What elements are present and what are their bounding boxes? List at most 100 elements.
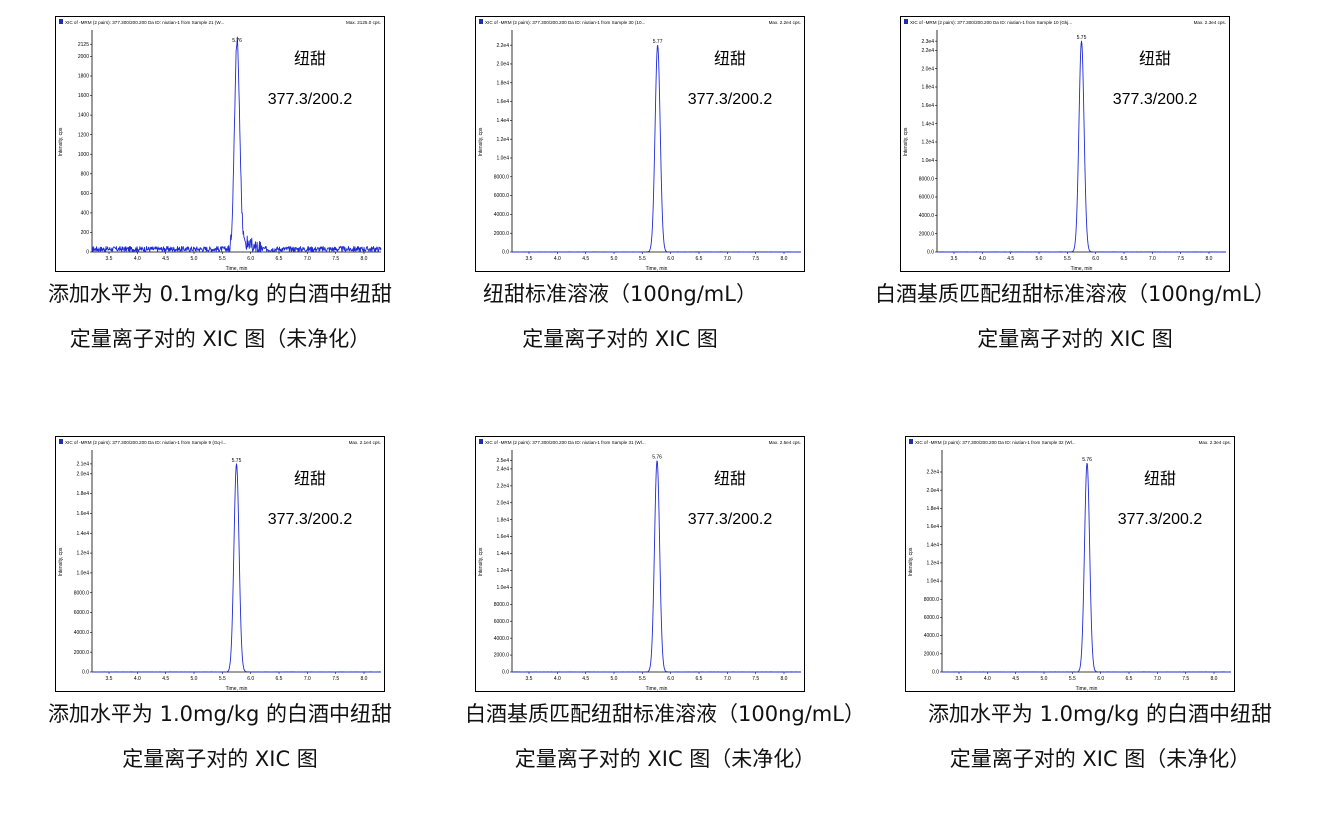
caption-line-1: 添加水平为 1.0mg/kg 的白酒中纽甜: [927, 702, 1273, 726]
caption-line-2: 定量离子对的 XIC 图（未净化）: [514, 747, 816, 771]
y-tick-label: 8000.0: [919, 176, 935, 182]
x-tick-label: 5.5: [639, 256, 646, 262]
y-tick-label: 1.2e4: [921, 140, 934, 146]
y-tick-label: 1800: [78, 74, 89, 80]
y-tick-label: 1.0e4: [76, 571, 89, 577]
xic-chart: XIC of -MRM (2 pairs): 377.300/200.200 D…: [55, 16, 385, 272]
chart-header-title: XIC of -MRM (2 pairs): 377.300/200.200 D…: [910, 20, 1072, 25]
y-tick-label: 1.2e4: [76, 551, 89, 557]
y-tick-label: 2.4e4: [496, 467, 509, 473]
y-tick-label: 1.4e4: [76, 531, 89, 537]
chart-frame: [900, 16, 1230, 272]
y-tick-label: 2000.0: [924, 651, 940, 657]
x-tick-label: 5.5: [639, 676, 646, 682]
caption-line-1: 添加水平为 0.1mg/kg 的白酒中纽甜: [47, 282, 393, 306]
y-tick-label: 1200: [78, 132, 89, 138]
chart-header-max: Max. 2.2e4 cps.: [769, 20, 801, 25]
x-tick-label: 6.5: [1126, 676, 1133, 682]
caption-line-2: 定量离子对的 XIC 图: [977, 327, 1173, 351]
x-tick-label: 4.5: [1012, 676, 1019, 682]
y-tick-label: 1.8e4: [926, 506, 939, 512]
y-tick-label: 1.8e4: [496, 517, 509, 523]
caption-line-2: 定量离子对的 XIC 图（未净化）: [949, 747, 1251, 771]
y-tick-label: 1.4e4: [926, 542, 939, 548]
x-tick-label: 3.5: [526, 676, 533, 682]
chromatogram-panel: XIC of -MRM (2 pairs): 377.300/200.200 D…: [0, 420, 440, 822]
y-tick-label: 2.1e4: [76, 461, 89, 467]
y-tick-label: 2.0e4: [926, 488, 939, 494]
compound-name: 纽甜: [1139, 49, 1171, 68]
y-tick-label: 6000.0: [924, 615, 940, 621]
chart-header-title: XIC of -MRM (2 pairs): 377.300/200.200 D…: [915, 440, 1076, 445]
x-tick-label: 7.5: [332, 676, 339, 682]
y-axis-label: Intensity, cps: [903, 127, 909, 156]
y-axis-label: Intensity, cps: [908, 547, 914, 576]
y-tick-label: 8000.0: [494, 174, 510, 180]
peak-time-label: 5.75: [1077, 35, 1087, 41]
xic-trace: [941, 462, 1232, 673]
x-axis-label: Time, min: [646, 266, 668, 272]
y-tick-label: 0: [86, 250, 89, 256]
y-tick-label: 0.0: [502, 250, 509, 256]
chromatogram-panel: XIC of -MRM (2 pairs): 377.300/200.200 D…: [880, 420, 1320, 822]
xic-trace: [511, 460, 802, 673]
y-tick-label: 1.4e4: [496, 551, 509, 557]
compound-name: 纽甜: [714, 49, 746, 68]
x-tick-label: 7.0: [1154, 676, 1161, 682]
x-tick-label: 6.0: [1092, 256, 1099, 262]
y-tick-label: 0.0: [502, 670, 509, 676]
xic-chart: XIC of -MRM (2 pairs): 377.300/200.200 D…: [55, 436, 385, 692]
x-tick-label: 5.5: [1064, 256, 1071, 262]
y-tick-label: 2000.0: [494, 231, 510, 237]
caption-line-1: 添加水平为 1.0mg/kg 的白酒中纽甜: [47, 702, 393, 726]
y-tick-label: 2000.0: [494, 653, 510, 659]
peak-time-label: 5.76: [652, 454, 662, 460]
x-tick-label: 6.5: [276, 676, 283, 682]
x-tick-label: 7.5: [1177, 256, 1184, 262]
y-axis-label: Intensity, cps: [58, 547, 64, 576]
chart-frame: [55, 436, 385, 692]
y-tick-label: 1.6e4: [496, 534, 509, 540]
x-tick-label: 6.5: [276, 256, 283, 262]
x-tick-label: 3.5: [951, 256, 958, 262]
x-tick-label: 3.5: [106, 676, 113, 682]
y-tick-label: 1.2e4: [496, 137, 509, 143]
y-tick-label: 8000.0: [74, 590, 90, 596]
y-axis-label: Intensity, cps: [58, 127, 64, 156]
y-tick-label: 6000.0: [74, 610, 90, 616]
x-tick-label: 6.5: [696, 256, 703, 262]
x-tick-label: 7.0: [1149, 256, 1156, 262]
x-tick-label: 6.0: [667, 256, 674, 262]
x-tick-label: 7.5: [752, 256, 759, 262]
x-tick-label: 8.0: [361, 256, 368, 262]
header-marker-icon: [479, 19, 483, 24]
header-marker-icon: [909, 439, 913, 444]
peak-time-label: 5.75: [232, 458, 242, 464]
chart-header-max: Max. 2.1e4 cps.: [349, 440, 381, 445]
x-tick-label: 8.0: [1206, 256, 1213, 262]
y-tick-label: 8000.0: [924, 597, 940, 603]
y-tick-label: 800: [81, 171, 90, 177]
caption-line-2: 定量离子对的 XIC 图（未净化）: [69, 327, 371, 351]
y-tick-label: 2125: [78, 42, 89, 48]
y-tick-label: 2.2e4: [926, 470, 939, 476]
x-tick-label: 6.0: [667, 676, 674, 682]
y-tick-label: 1.0e4: [921, 158, 934, 164]
y-tick-label: 1.4e4: [496, 118, 509, 124]
x-tick-label: 4.0: [134, 256, 141, 262]
chart-header-title: XIC of -MRM (2 pairs): 377.300/200.200 D…: [485, 440, 646, 445]
compound-name: 纽甜: [714, 469, 746, 488]
y-tick-label: 2000: [78, 54, 89, 60]
x-tick-label: 5.0: [191, 256, 198, 262]
y-tick-label: 1.0e4: [496, 585, 509, 591]
x-tick-label: 8.0: [1211, 676, 1218, 682]
y-tick-label: 2.5e4: [496, 458, 509, 464]
header-marker-icon: [59, 19, 63, 24]
y-tick-label: 0.0: [932, 670, 939, 676]
x-tick-label: 4.0: [979, 256, 986, 262]
x-tick-label: 5.5: [1069, 676, 1076, 682]
compound-name: 纽甜: [294, 469, 326, 488]
y-tick-label: 4000.0: [924, 633, 940, 639]
xic-chart: XIC of -MRM (2 pairs): 377.300/200.200 D…: [475, 16, 805, 272]
y-tick-label: 2.3e4: [921, 39, 934, 45]
